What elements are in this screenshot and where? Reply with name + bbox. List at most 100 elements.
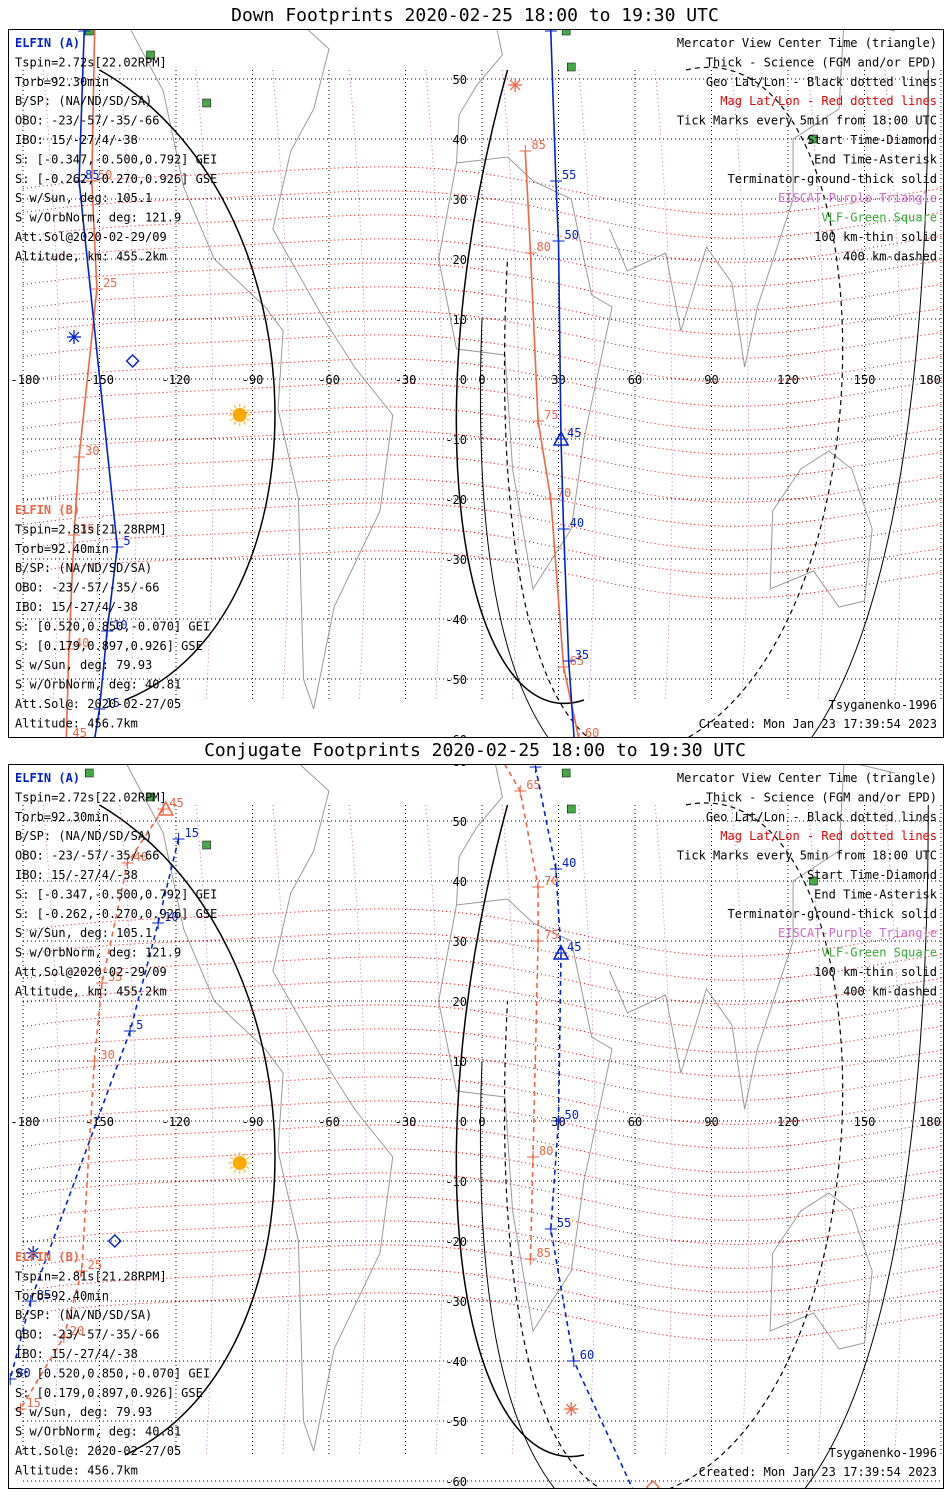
- elfin-a-info-line: OBO: -23/-57/-35/-66: [15, 114, 160, 128]
- sun-icon: [233, 1169, 237, 1173]
- elfin-a-info-line: S w/OrbNorm, deg: 121.9: [15, 946, 181, 960]
- latitude-label: 0: [460, 373, 467, 387]
- mag-longitude-line: [578, 69, 597, 701]
- mag-latitude-line: [22, 1124, 942, 1173]
- mag-latitude-line: [22, 1076, 942, 1125]
- longitude-label: -60: [318, 373, 340, 387]
- elfin-a-tick-label: 60: [580, 1348, 594, 1362]
- mag-longitude-line: [42, 69, 61, 701]
- vlf-marker: [202, 98, 211, 108]
- latitude-label: 10: [453, 1055, 467, 1069]
- legend-entry: Mercator View Center Time (triangle): [677, 771, 937, 785]
- elfin-a-tick-label: 60: [557, 30, 571, 32]
- coastline: [456, 30, 503, 164]
- elfin-b-info-line: S: [0.179,0.897,0.926] GSE: [15, 639, 203, 653]
- latitude-label: 50: [453, 73, 467, 87]
- longitude-label: -30: [395, 1115, 417, 1129]
- vlf-marker: [567, 62, 576, 72]
- latitude-label: 0: [460, 1115, 467, 1129]
- elfin-b-tick-label: 50: [98, 168, 112, 182]
- elfin-a-info-line: IBO: 15/-27/4/-38: [15, 133, 138, 147]
- coastline: [609, 30, 896, 368]
- latitude-label: -40: [445, 1355, 467, 1369]
- elfin-b-tick-label: 40: [75, 636, 89, 650]
- mag-longitude-line: [807, 804, 826, 1456]
- legend-entry: 100 km-thin solid: [814, 965, 937, 979]
- elfin-b-info-line: S w/Sun, deg: 79.93: [15, 658, 152, 672]
- elfin-a-tick-label: 85: [85, 168, 99, 182]
- mag-latitude-line: [22, 1172, 942, 1221]
- legend-entry: VLF-Green Square: [821, 211, 937, 225]
- mag-longitude-line: [195, 804, 214, 1456]
- elfin-b-tick-label: 45: [169, 796, 183, 810]
- mag-latitude-line: [22, 526, 942, 575]
- sun-icon: [246, 1166, 250, 1169]
- mag-latitude-line: [22, 1220, 942, 1269]
- elfin-b-start-diamond: [645, 1480, 660, 1488]
- longitude-label: 60: [628, 373, 642, 387]
- legend-entry: Terminator-ground-thick solid: [727, 172, 937, 186]
- elfin-b-tick-label: 70: [557, 486, 571, 500]
- longitude-label: -120: [162, 373, 191, 387]
- elfin-a-tick-label: 40: [570, 516, 584, 530]
- elfin-b-tick-label: 65: [526, 778, 540, 792]
- mag-latitude-line: [22, 238, 942, 287]
- vlf-marker: [809, 134, 818, 144]
- elfin-a-tick-label: 45: [567, 940, 581, 954]
- mag-latitude-line: [22, 932, 942, 981]
- mag-longitude-line: [348, 804, 367, 1456]
- mag-latitude-line: [22, 1100, 942, 1149]
- elfin-a-info-line: OBO: -23/-57/-35/-66: [15, 849, 160, 863]
- sun-icon: [246, 418, 250, 421]
- sun-icon: [233, 405, 237, 409]
- coastline: [609, 765, 896, 1110]
- longitude-label: -30: [395, 373, 417, 387]
- mag-latitude-line: [22, 550, 942, 599]
- sun-icon: [229, 1166, 234, 1169]
- mag-latitude-line: [22, 406, 942, 455]
- elfin-b-info-line: Torb=92.40min: [15, 1289, 109, 1303]
- coastline: [126, 765, 315, 1452]
- mag-latitude-line: [22, 310, 942, 359]
- mag-longitude-line: [731, 804, 750, 1456]
- legend-entry: 400 km-dashed: [843, 984, 937, 998]
- elfin-a-tick-label: 40: [562, 856, 576, 870]
- elfin-a-tick-label: 15: [106, 696, 120, 710]
- elfin-a-tick-label: 35: [575, 648, 589, 662]
- legend-entry: EISCAT-Purple Triangle: [778, 191, 937, 205]
- elfin-a-tick-label: 80: [16, 1366, 30, 1380]
- elfin-b-info-line: Altitude: 456.7km: [15, 1463, 138, 1477]
- latitude-label: 20: [453, 995, 467, 1009]
- mag-latitude-line: [22, 502, 942, 551]
- elfin-b-info-line: IBO: 15/-27/4/-38: [15, 600, 138, 614]
- mag-latitude-line: [22, 382, 942, 431]
- mag-latitude-line: [22, 214, 942, 263]
- mag-longitude-line: [119, 69, 138, 701]
- elfin-b-info-line: S: [0.179,0.897,0.926] GSE: [15, 1386, 203, 1400]
- elfin-a-header: ELFIN (A): [15, 771, 80, 785]
- elfin-a-info-line: S: [-0.347,-0.500,0.792] GEI: [15, 152, 217, 166]
- sun-icon: [233, 1153, 237, 1157]
- sun-icon: [233, 421, 237, 425]
- longitude-label: 90: [704, 1115, 718, 1129]
- legend-entry: 400 km-dashed: [843, 249, 937, 263]
- created-timestamp: Created: Mon Jan 23 17:39:54 2023: [699, 717, 937, 731]
- mag-longitude-line: [654, 804, 673, 1456]
- coastline: [130, 30, 315, 710]
- mag-latitude-line: [22, 478, 942, 527]
- latitude-label: -60: [445, 733, 467, 737]
- latitude-label: 10: [453, 313, 467, 327]
- mag-longitude-line: [501, 804, 520, 1456]
- conjugate-footprints-map: -180-150-120-90-60-300306090120150180706…: [9, 765, 942, 1488]
- longitude-label: 30: [551, 373, 565, 387]
- coastline: [272, 30, 394, 710]
- elfin-b-tick-label: 35: [108, 970, 122, 984]
- elfin-a-info-line: Tspin=2.72s[22.02RPM]: [15, 55, 167, 69]
- legend-entry: Terminator-ground-thick solid: [727, 907, 937, 921]
- elfin-a-center-triangle: [552, 944, 570, 960]
- latitude-label: 50: [453, 815, 467, 829]
- elfin-b-info-line: OBO: -23/-57/-35/-66: [15, 1328, 160, 1342]
- mag-longitude-line: [195, 69, 214, 701]
- coastline: [769, 450, 873, 608]
- elfin-a-info-line: B/SP: (NA/ND/SD/SA): [15, 94, 152, 108]
